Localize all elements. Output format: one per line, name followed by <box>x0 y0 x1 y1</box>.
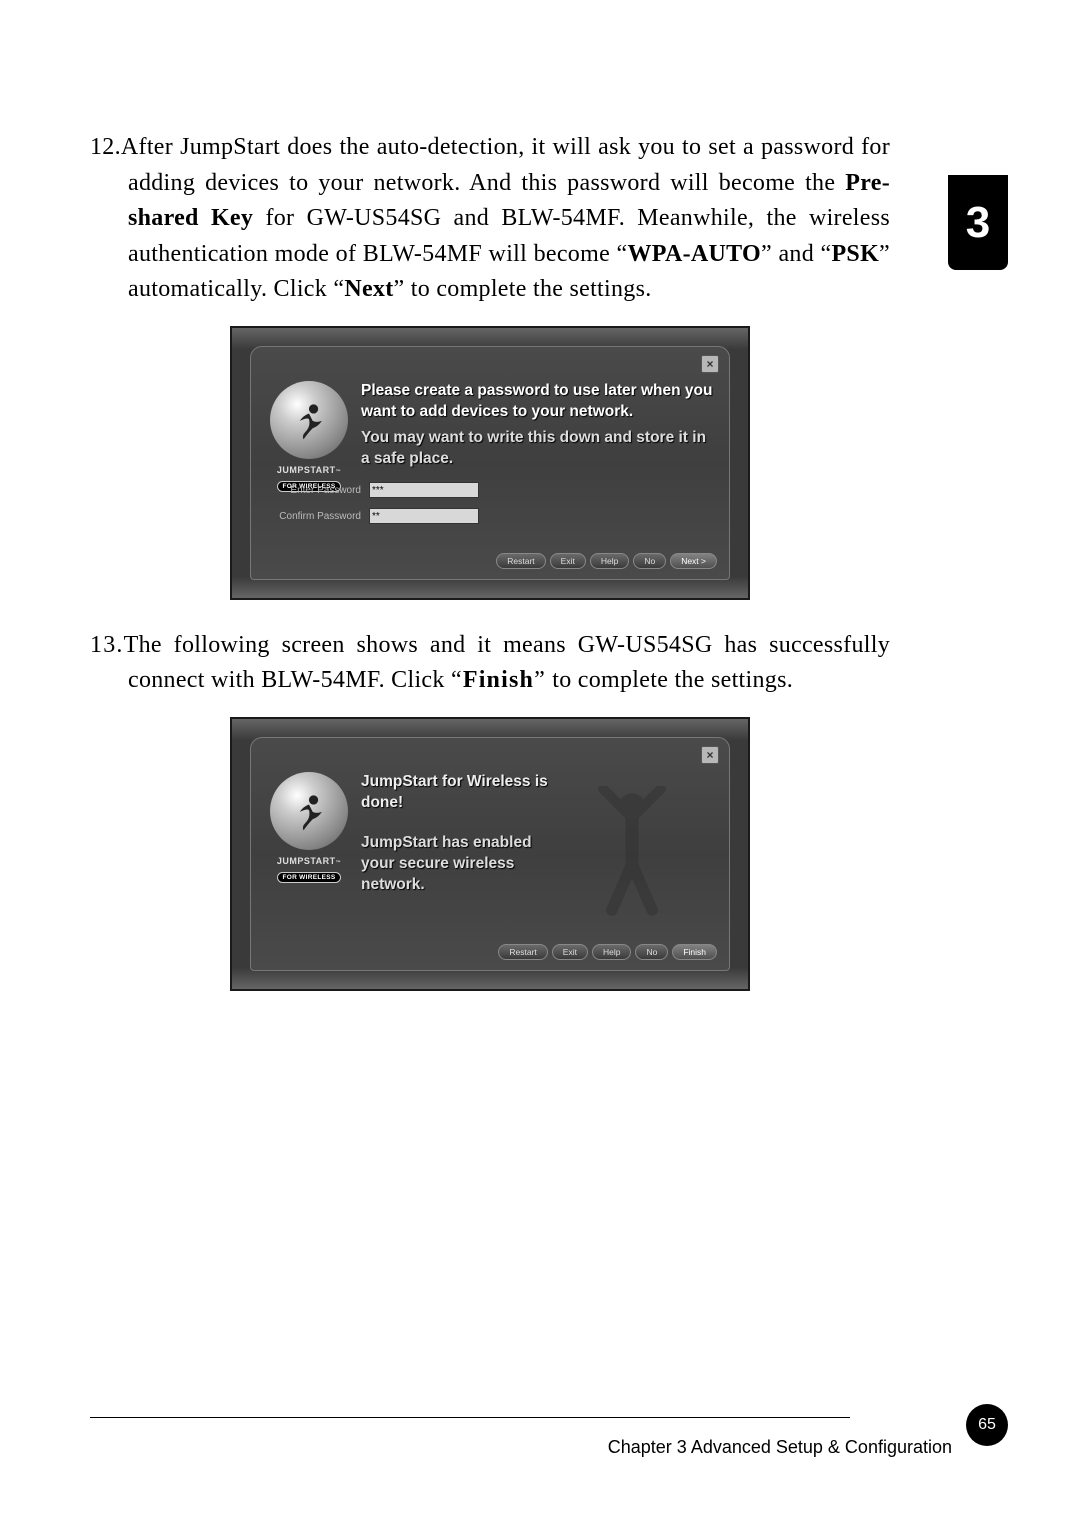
quote-close: ” <box>534 667 546 693</box>
bold-text: Finish <box>463 667 534 693</box>
screenshot-2-container: × JUMPSTART™ FOR WIRELESS JumpStart for … <box>90 717 890 991</box>
bold-text: PSK <box>831 241 879 267</box>
victory-figure-icon <box>587 786 677 916</box>
confirm-password-input[interactable] <box>369 508 479 524</box>
bold-text: Next <box>344 276 393 302</box>
quote-close: ” <box>394 276 405 302</box>
confirm-password-row: Confirm Password <box>275 508 715 524</box>
jumpstart-dialog-password: × JUMPSTART™ FOR WIRELESS Please create … <box>230 326 750 600</box>
text-run: to complete the settings. <box>546 667 793 693</box>
message-column: JumpStart for Wireless is done! JumpStar… <box>361 772 564 930</box>
finish-button[interactable]: Finish <box>672 944 717 960</box>
quote-close: ” <box>879 241 890 267</box>
instruction-text-1: Please create a password to use later wh… <box>361 381 715 423</box>
confirm-password-label: Confirm Password <box>275 511 361 522</box>
next-button[interactable]: Next > <box>670 553 717 569</box>
quote-open: “ <box>333 276 344 302</box>
quote-open: “ <box>821 241 832 267</box>
victory-figure-column <box>572 772 692 930</box>
jumpstart-dialog-done: × JUMPSTART™ FOR WIRELESS JumpStart for … <box>230 717 750 991</box>
enter-password-label: Enter Password <box>275 485 361 496</box>
logo-text: JUMPSTART™ <box>277 465 341 475</box>
quote-close: ” <box>761 241 772 267</box>
enter-password-input[interactable] <box>369 482 479 498</box>
restart-button[interactable]: Restart <box>496 553 545 569</box>
no-button[interactable]: No <box>633 553 666 569</box>
bold-text: WPA-AUTO <box>627 241 761 267</box>
button-row: Restart Exit Help No Finish <box>251 938 729 970</box>
help-button[interactable]: Help <box>592 944 631 960</box>
text-run: to complete the settings. <box>404 276 651 302</box>
chapter-badge: 3 <box>948 175 1008 270</box>
logo-subtext: FOR WIRELESS <box>277 872 340 883</box>
restart-button[interactable]: Restart <box>498 944 547 960</box>
text-run: automatically. Click <box>128 276 333 302</box>
done-message: JumpStart has enabled your secure wirele… <box>361 833 564 896</box>
quote-open: “ <box>617 241 628 267</box>
step-number: 13. <box>90 632 124 658</box>
exit-button[interactable]: Exit <box>552 944 588 960</box>
jumpstart-logo-icon <box>270 772 348 850</box>
step-13-paragraph: 13.The following screen shows and it mea… <box>90 628 890 699</box>
logo-column: JUMPSTART™ FOR WIRELESS <box>265 772 353 930</box>
message-column: Please create a password to use later wh… <box>361 381 715 539</box>
done-title: JumpStart for Wireless is done! <box>361 772 564 814</box>
page-footer: Chapter 3 Advanced Setup & Configuration… <box>90 1417 1008 1468</box>
no-button[interactable]: No <box>635 944 668 960</box>
step-12-paragraph: 12.After JumpStart does the auto-detecti… <box>90 130 890 308</box>
page-number-badge: 65 <box>966 1404 1008 1446</box>
quote-open: “ <box>451 667 463 693</box>
help-button[interactable]: Help <box>590 553 629 569</box>
footer-chapter-text: Chapter 3 Advanced Setup & Configuration <box>608 1437 952 1458</box>
logo-text: JUMPSTART™ <box>277 856 341 866</box>
close-icon[interactable]: × <box>701 746 719 764</box>
close-icon[interactable]: × <box>701 355 719 373</box>
text-run: After JumpStart does the auto-detection,… <box>121 134 890 196</box>
text-run: and <box>772 241 821 267</box>
jumpstart-logo-icon <box>270 381 348 459</box>
screenshot-1-container: × JUMPSTART™ FOR WIRELESS Please create … <box>90 326 890 600</box>
footer-rule <box>90 1417 850 1418</box>
enter-password-row: Enter Password <box>275 482 715 498</box>
button-row: Restart Exit Help No Next > <box>251 547 729 579</box>
instruction-text-2: You may want to write this down and stor… <box>361 428 715 470</box>
step-number: 12. <box>90 134 121 160</box>
document-page: 3 12.After JumpStart does the auto-detec… <box>0 0 1080 1528</box>
exit-button[interactable]: Exit <box>550 553 586 569</box>
